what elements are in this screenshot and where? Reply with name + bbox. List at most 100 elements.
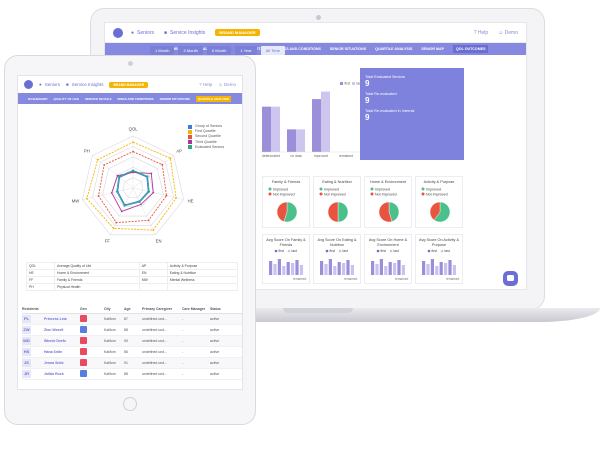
laptop-camera [316, 15, 321, 20]
pie-slice-not-improved [327, 201, 339, 223]
tablet-home-button[interactable] [123, 397, 137, 411]
avg-legend-last: last [343, 249, 348, 253]
resident-name-link[interactable]: Jenna Snite [44, 361, 64, 365]
pie-legend-dot-1 [370, 192, 374, 196]
radar-point [175, 196, 177, 199]
resident-city: Kaliforn [104, 350, 116, 354]
resident-name-link[interactable]: Jolitia Rock [44, 372, 64, 376]
chat-button[interactable] [503, 271, 518, 286]
tablet-nav-tab-3[interactable]: RISKS AND CONDITIONS [117, 96, 154, 101]
radar-grid-ring-3 [112, 166, 154, 208]
tablet-role-badge: BRAND MANAGER [109, 81, 149, 88]
female-icon [80, 315, 87, 322]
tablet-nav-tab-1[interactable]: QUALITY OF LIFE [53, 96, 79, 101]
avg-bar [333, 266, 337, 275]
abbr-cell: FF [26, 276, 55, 284]
pie-card-title: Eating & Nutrition [322, 180, 352, 184]
resident-avatar-cell: HS [22, 348, 44, 356]
resident-name-link[interactable]: Hana Snite [44, 350, 63, 354]
tablet-nav-insights[interactable]: ■ Service Insights [65, 82, 104, 87]
range-button-4[interactable]: All Time [260, 46, 285, 55]
pie-card-0: Family & Friends Improved Not Improved [262, 176, 310, 228]
resident-avatar-cell: ZW [22, 326, 44, 334]
abbr-cell: Physical Health [54, 283, 140, 291]
nav-seniors-link[interactable]: ● Seniors [131, 29, 154, 36]
pie-legend-dot-1 [319, 192, 323, 196]
table-row[interactable]: ZW Zion Wexell Kaliforn 88 undefined und... -… [22, 325, 242, 336]
avg-bar [448, 260, 452, 275]
nav-tab-5[interactable]: QUARTILE ANALYSIS [375, 47, 413, 51]
tablet-nav-tab-4[interactable]: SENIOR SITUATIONS [159, 96, 190, 101]
resident-name-link[interactable]: Zion Wexell [44, 328, 64, 332]
nav-tab-7[interactable]: QOL OUTCOMES [453, 45, 489, 53]
tablet-app-logo[interactable] [24, 80, 33, 89]
avg-mini-chart: first last remained [422, 249, 460, 281]
range-button-1[interactable]: 3 Month [178, 46, 203, 55]
radar-legend-item-2: Second Quartile [188, 134, 224, 139]
bar-no-data-last [296, 129, 305, 152]
residents-col-header-5[interactable]: Care Manager [182, 307, 206, 311]
radar-series-0 [117, 170, 149, 206]
resident-caregiver: undefined und... [142, 361, 168, 365]
nav-tab-3[interactable]: RISKS AND CONDITIONS [277, 47, 321, 51]
abbr-cell [166, 283, 239, 291]
resident-avatar-cell: JR [22, 370, 44, 378]
resident-age: 88 [124, 372, 128, 376]
abbr-cell: HE [26, 269, 55, 277]
tablet-nav-seniors[interactable]: ● Seniors [39, 82, 60, 87]
radar-point [115, 221, 118, 224]
nav-tab-0[interactable]: DASHBOARD [165, 47, 189, 51]
tablet-nav-tab-5[interactable]: QUARTILE ANALYSIS [195, 95, 231, 102]
resident-caregiver: undefined und... [142, 328, 168, 332]
avg-bar [291, 263, 295, 275]
table-row[interactable]: HS Hana Snite Kaliforn 86 undefined und... - a… [22, 347, 242, 358]
avg-bar [388, 262, 392, 275]
nav-tab-4[interactable]: SENIOR SITUATIONS [329, 47, 367, 51]
radar-spoke-AP [132, 155, 174, 189]
resident-name-link[interactable]: Winnie Deefs [44, 339, 66, 343]
tablet-user-menu[interactable]: ☺ Demo [218, 82, 236, 87]
radar-point [138, 201, 141, 203]
resident-name-link[interactable]: Princess Leia [44, 317, 67, 321]
radar-legend-label: Second Quartile [195, 134, 221, 139]
radar-legend-label: Third Quartile [195, 139, 217, 144]
resident-status: active [210, 350, 220, 354]
residents-col-header-4[interactable]: Primary Caregiver [142, 307, 173, 311]
nav-insights-link[interactable]: ■ Service Insights [163, 29, 206, 36]
range-button-0[interactable]: 1 Month [150, 46, 175, 55]
nav-tab-6[interactable]: SENIOR MAP [421, 47, 444, 51]
table-row[interactable]: JS Jenna Snite Kaliforn 91 undefined und... -… [22, 358, 242, 369]
app-logo[interactable] [113, 27, 123, 38]
resident-gender-cell [80, 359, 104, 367]
avg-legend-dot-first [427, 249, 431, 253]
help-link[interactable]: ? Help [473, 29, 489, 36]
residents-col-header-0[interactable]: Residents [22, 307, 39, 311]
user-menu[interactable]: ☺ Demo [498, 29, 518, 36]
residents-col-header-1[interactable]: Gen [80, 307, 87, 311]
tablet-nav-tab-0[interactable]: DASHBOARD [28, 96, 48, 101]
table-row[interactable]: WD Winnie Deefs Kaliforn 90 undefined und...… [22, 336, 242, 347]
radar-spoke-MW [82, 187, 134, 200]
residents-col-header-3[interactable]: Age [124, 307, 131, 311]
avg-legend-last: last [394, 249, 399, 253]
table-row[interactable]: PL Princess Leia Kaliforn 87 undefined und..… [22, 314, 242, 325]
radar-legend-item-4: Evaluated Seniors [188, 145, 224, 150]
radar-axis-label-AP: AP [176, 149, 182, 154]
radar-axis-label-PH: PH [84, 149, 90, 154]
tablet-help-link[interactable]: ? Help [199, 82, 213, 87]
avg-bar [371, 261, 375, 275]
bar-legend-swatch-0 [340, 82, 343, 85]
tablet-nav-tab-2[interactable]: SERVICE DETAILS [84, 96, 112, 101]
avg-card-1: Avg Score On Eating & Nutrition first last… [313, 234, 361, 284]
resident-care-manager: - [182, 317, 184, 321]
residents-col-header-2[interactable]: City [104, 307, 111, 311]
radar-legend-label: Evaluated Seniors [195, 144, 225, 149]
user-icon: ☺ [498, 29, 504, 36]
table-row[interactable]: JR Jolitia Rock Kaliforn 88 undefined und...… [22, 369, 242, 380]
range-button-2[interactable]: 6 Month [206, 46, 232, 55]
range-button-3[interactable]: 1 Year [235, 46, 257, 55]
residents-col-header-6[interactable]: Status [210, 307, 221, 311]
avg-bar [282, 266, 286, 275]
radar-point [116, 174, 119, 177]
